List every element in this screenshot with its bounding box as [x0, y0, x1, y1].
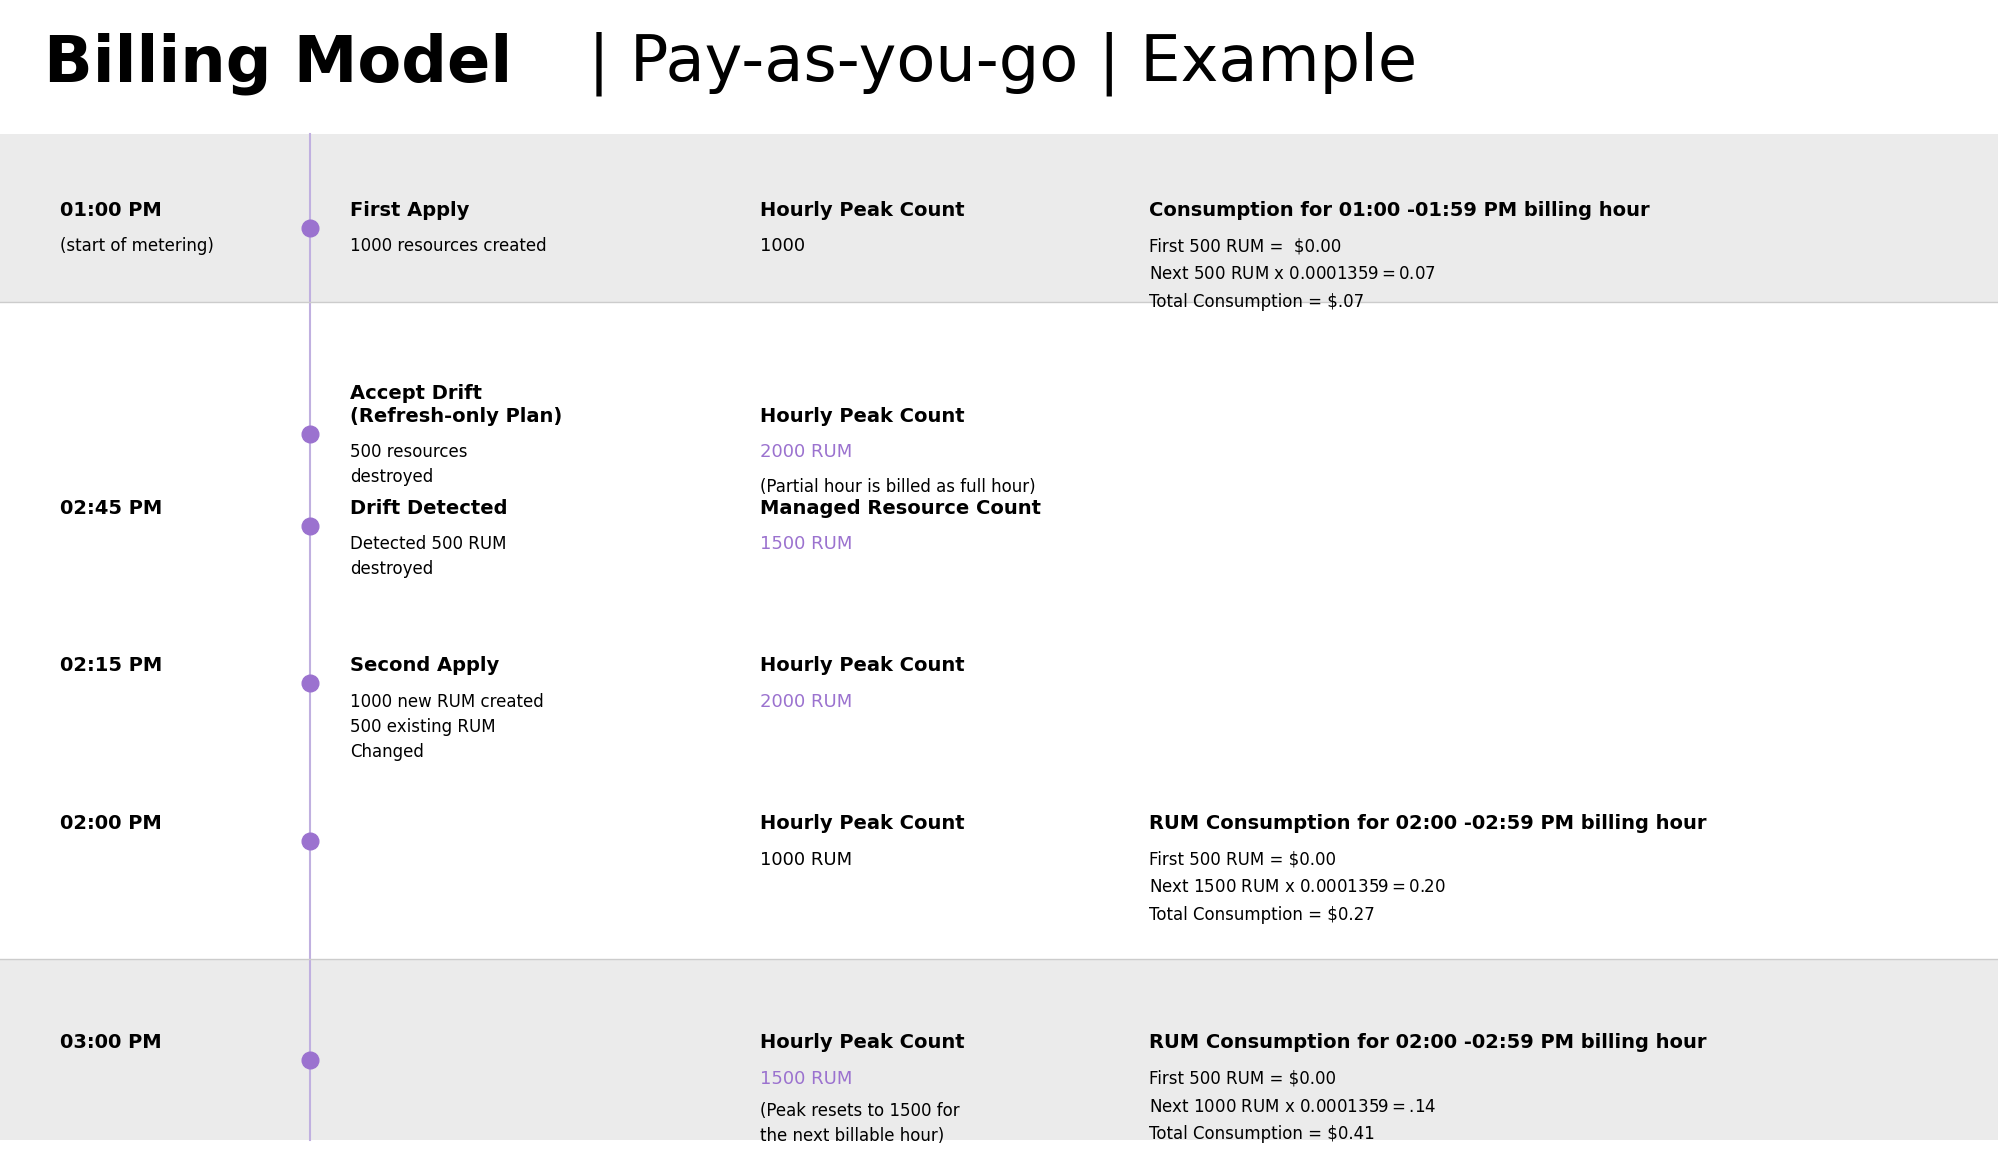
Text: 2000 RUM: 2000 RUM — [759, 693, 851, 711]
Text: Billing Model: Billing Model — [44, 33, 511, 95]
Text: Hourly Peak Count: Hourly Peak Count — [759, 201, 963, 220]
Text: 1000: 1000 — [759, 237, 805, 256]
Text: Second Apply: Second Apply — [350, 656, 500, 676]
Text: 03:00 PM: 03:00 PM — [60, 1033, 162, 1053]
Text: Hourly Peak Count: Hourly Peak Count — [759, 1033, 963, 1053]
Text: 02:45 PM: 02:45 PM — [60, 499, 162, 518]
Text: First 500 RUM = $0.00
Next 1000 RUM x $0.0001359  = $.14
Total Consumption = $0.: First 500 RUM = $0.00 Next 1000 RUM x $0… — [1149, 1070, 1437, 1143]
Text: 1000 resources created: 1000 resources created — [350, 237, 545, 256]
Text: Consumption for 01:00 -01:59 PM billing hour: Consumption for 01:00 -01:59 PM billing … — [1149, 201, 1648, 220]
Text: 02:00 PM: 02:00 PM — [60, 814, 162, 833]
Text: (start of metering): (start of metering) — [60, 237, 214, 256]
Text: Hourly Peak Count: Hourly Peak Count — [759, 407, 963, 426]
Text: 02:15 PM: 02:15 PM — [60, 656, 162, 676]
Text: RUM Consumption for 02:00 -02:59 PM billing hour: RUM Consumption for 02:00 -02:59 PM bill… — [1149, 1033, 1706, 1053]
Bar — [0, 959, 1998, 1140]
Text: RUM Consumption for 02:00 -02:59 PM billing hour: RUM Consumption for 02:00 -02:59 PM bill… — [1149, 814, 1706, 833]
Text: 1000 RUM: 1000 RUM — [759, 850, 851, 869]
Text: Managed Resource Count: Managed Resource Count — [759, 499, 1041, 518]
Text: 01:00 PM: 01:00 PM — [60, 201, 162, 220]
Text: 2000 RUM: 2000 RUM — [759, 443, 851, 461]
Text: 1500 RUM: 1500 RUM — [759, 535, 851, 554]
Text: Accept Drift
(Refresh-only Plan): Accept Drift (Refresh-only Plan) — [350, 384, 561, 426]
Bar — [0, 134, 1998, 302]
Text: Hourly Peak Count: Hourly Peak Count — [759, 656, 963, 676]
Text: (Partial hour is billed as full hour): (Partial hour is billed as full hour) — [759, 478, 1035, 495]
Text: | Pay-as-you-go | Example: | Pay-as-you-go | Example — [567, 31, 1417, 97]
Text: Drift Detected: Drift Detected — [350, 499, 507, 518]
Text: (Peak resets to 1500 for
the next billable hour): (Peak resets to 1500 for the next billab… — [759, 1103, 959, 1146]
Bar — [0, 302, 1998, 959]
Text: 1500 RUM: 1500 RUM — [759, 1070, 851, 1087]
Text: First 500 RUM = $0.00
Next 1500 RUM x $0.0001359  = $0.20
Total Consumption = $0: First 500 RUM = $0.00 Next 1500 RUM x $0… — [1149, 850, 1445, 925]
Text: Detected 500 RUM
destroyed: Detected 500 RUM destroyed — [350, 535, 505, 578]
Text: 1000 new RUM created
500 existing RUM
Changed: 1000 new RUM created 500 existing RUM Ch… — [350, 693, 543, 761]
Text: First Apply: First Apply — [350, 201, 470, 220]
Text: First 500 RUM =  $0.00
Next 500 RUM x $0.0001359 = $0.07
Total Consumption = $.0: First 500 RUM = $0.00 Next 500 RUM x $0.… — [1149, 237, 1435, 311]
Text: 500 resources
destroyed: 500 resources destroyed — [350, 443, 468, 486]
Text: Hourly Peak Count: Hourly Peak Count — [759, 814, 963, 833]
